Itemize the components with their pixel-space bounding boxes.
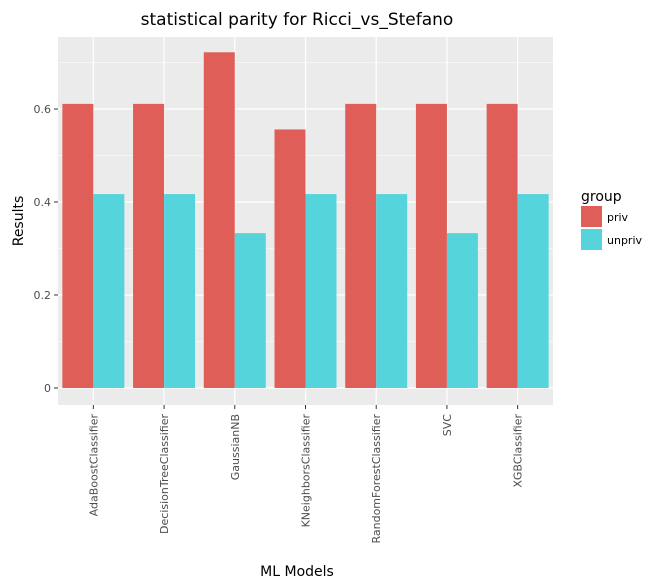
chart-title: statistical parity for Ricci_vs_Stefano <box>141 10 454 30</box>
y-axis-title: Results <box>11 196 27 247</box>
bar-unpriv-2 <box>234 233 266 388</box>
bar-unpriv-0 <box>93 194 125 388</box>
bar-priv-0 <box>62 103 94 388</box>
x-tick-label: XGBClassifier <box>512 414 525 488</box>
x-tick-label: AdaBoostClassifier <box>87 414 100 517</box>
bar-priv-3 <box>274 129 306 388</box>
bar-unpriv-3 <box>305 194 337 388</box>
legend-label-priv: priv <box>607 211 629 224</box>
y-tick-label: 0.2 <box>34 289 52 302</box>
bar-unpriv-1 <box>164 194 196 388</box>
legend-title: group <box>581 189 622 205</box>
bar-priv-2 <box>203 52 235 389</box>
y-tick-label: 0.4 <box>34 196 52 209</box>
bars <box>62 52 549 389</box>
x-tick-label: RandomForestClassifier <box>370 414 383 544</box>
bar-priv-1 <box>133 103 165 388</box>
legend-label-unpriv: unpriv <box>607 234 643 247</box>
x-tick-label: GaussianNB <box>229 414 242 480</box>
bar-unpriv-5 <box>446 233 478 388</box>
x-tick-label: SVC <box>441 414 454 437</box>
y-tick-label: 0 <box>44 382 51 395</box>
y-tick-label: 0.6 <box>34 103 52 116</box>
bar-unpriv-4 <box>376 194 408 388</box>
x-tick-label: KNeighborsClassifier <box>300 414 313 528</box>
bar-priv-5 <box>415 103 447 388</box>
bar-priv-4 <box>345 103 377 388</box>
x-axis: AdaBoostClassifier DecisionTreeClassifier… <box>87 405 525 544</box>
bar-priv-6 <box>486 103 518 388</box>
y-axis: 0 0.2 0.4 0.6 <box>34 103 58 395</box>
x-tick-label: DecisionTreeClassifier <box>158 414 171 534</box>
bar-unpriv-6 <box>517 194 549 388</box>
x-axis-title: ML Models <box>260 564 334 580</box>
legend: group priv unpriv <box>581 189 643 250</box>
legend-key-priv <box>581 206 602 227</box>
legend-key-unpriv <box>581 229 602 250</box>
